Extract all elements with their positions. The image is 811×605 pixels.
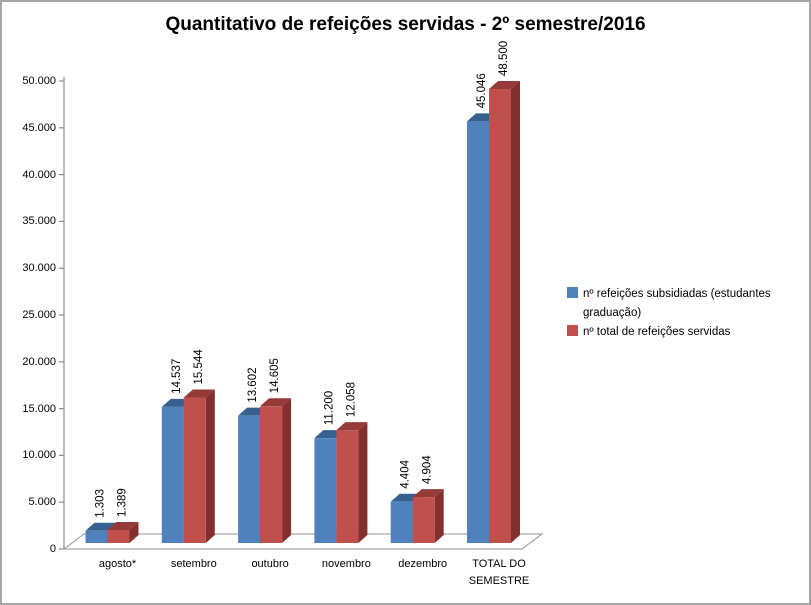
bar-s1-c2-side [282, 398, 292, 543]
bar-s1-c3-side [358, 422, 368, 543]
bar-s1-c0-top [107, 521, 139, 530]
bar-s0-c0-front [85, 530, 108, 543]
bar-s1-c3-front [336, 430, 359, 543]
category-label: outubro [251, 558, 289, 570]
y-axis-tick-label: 20.000 [22, 355, 56, 368]
y-axis-tick-label: 35.000 [22, 215, 56, 228]
category-label: novembro [321, 558, 371, 570]
bar-s1-c5-side [511, 81, 520, 543]
data-label: 14.605 [269, 358, 281, 393]
y-axis-tick-label: 10.000 [22, 449, 56, 462]
bar-s0-c2-front [238, 415, 261, 543]
legend-label-total: nº total de refeições servidas [583, 326, 731, 338]
bar-s0-c3-front [314, 438, 337, 543]
data-label: 14.537 [171, 359, 183, 394]
bar-s1-c0-front [107, 529, 130, 543]
bar-s1-c0-side [129, 521, 139, 543]
bar-s0-c1-front [161, 406, 184, 543]
bar-s1-c1-side [205, 389, 215, 543]
bar-s1-c1-top [183, 389, 215, 398]
category-label: setembro [170, 558, 217, 570]
y-axis-tick-label: 25.000 [22, 309, 56, 321]
bar-s1-c5-front [489, 89, 511, 543]
y-axis-tick-label: 5.000 [28, 496, 56, 509]
data-label: 1.389 [117, 488, 129, 517]
bar-s1-c2-top [260, 398, 292, 407]
legend-swatch-red [567, 325, 578, 336]
legend-label-subsidiadas: nº refeições subsidiadas (estudantes gra… [583, 288, 771, 319]
data-label: 11.200 [323, 391, 335, 425]
data-label: 48.500 [498, 41, 510, 76]
legend-item-subsidiadas: nº refeições subsidiadas (estudantes gra… [567, 285, 809, 323]
legend: nº refeições subsidiadas (estudantes gra… [567, 285, 809, 342]
data-label: 12.058 [345, 382, 357, 417]
bar-s1-c1-front [183, 397, 206, 543]
bar-s1-c5-top [489, 81, 520, 90]
data-label: 4.904 [422, 455, 434, 484]
bar-s1-c2-front [260, 406, 283, 543]
category-label: dezembro [398, 558, 448, 570]
data-label: 15.544 [193, 349, 205, 385]
bar-s0-c0-top [85, 522, 117, 531]
bar-s1-c3-top [336, 422, 368, 431]
bar-s0-c4-front [390, 501, 413, 543]
legend-item-total: nº total de refeições servidas [567, 323, 809, 342]
data-label: 13.602 [247, 367, 259, 402]
chart-title: Quantitativo de refeições servidas - 2º … [165, 14, 646, 35]
y-axis-tick-label: 50.000 [22, 75, 56, 87]
data-label: 4.404 [400, 459, 412, 488]
y-axis-tick-label: 45.000 [22, 121, 56, 134]
category-label: TOTAL DO SEMESTRE [468, 558, 530, 587]
legend-swatch-blue [567, 287, 578, 298]
bar-s1-c4-side [434, 489, 444, 543]
y-axis-tick-label: 15.000 [22, 402, 56, 415]
y-axis-tick-label: 0 [49, 543, 56, 555]
bar-s1-c4-top [412, 489, 444, 498]
category-label: agosto* [98, 558, 137, 570]
bar-s1-c4-front [412, 497, 435, 543]
data-label: 1.303 [95, 489, 107, 518]
y-axis-tick-label: 30.000 [22, 262, 56, 275]
data-label: 45.046 [476, 73, 488, 108]
y-axis-tick-label: 40.000 [22, 168, 56, 181]
bar-s0-c5-front [467, 121, 489, 543]
